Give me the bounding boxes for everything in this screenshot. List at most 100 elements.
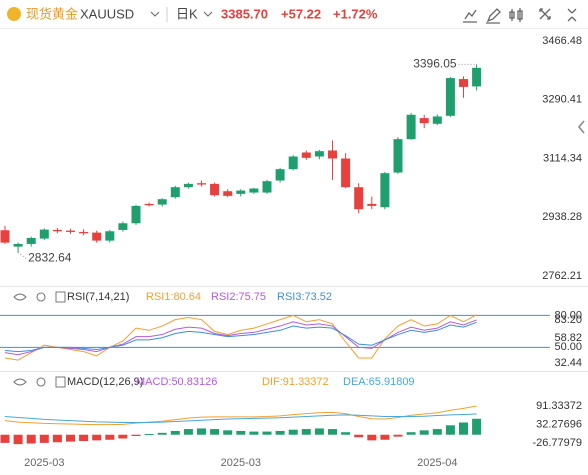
histogram-bar (288, 429, 298, 435)
candle-body (39, 229, 49, 239)
histogram-bar (183, 429, 193, 435)
draw-button[interactable] (486, 8, 501, 24)
histogram-bar (367, 434, 377, 441)
candle-body (13, 243, 23, 247)
settings-icon[interactable] (36, 377, 46, 387)
histogram-bar (472, 418, 482, 435)
histogram-bar (406, 432, 416, 435)
y-tick-label: 83.20 (554, 314, 582, 326)
histogram-bar (262, 431, 272, 435)
candle-body (314, 151, 324, 157)
candle-body (367, 203, 377, 206)
candle-body (393, 139, 403, 173)
settings-icon[interactable] (36, 292, 46, 302)
histogram-bar (210, 429, 220, 435)
candle-body (66, 230, 75, 232)
candle-body (236, 190, 246, 194)
y-tick-label: -26.77979 (532, 437, 582, 449)
settings-button[interactable] (567, 8, 577, 22)
candle-body (406, 114, 416, 140)
histogram-bar (223, 430, 233, 435)
histogram-bar (105, 434, 115, 440)
histogram-bar (341, 432, 351, 435)
y-tick-label: 2938.28 (542, 211, 582, 223)
period[interactable]: 日K (176, 6, 198, 21)
histogram-bar (393, 434, 403, 437)
histogram-bar (157, 432, 167, 435)
legend-entry: MACD:50.83126 (136, 376, 217, 388)
candle-body (118, 223, 128, 230)
candle-body (380, 173, 390, 208)
histogram-bar (249, 431, 259, 435)
histogram-bar (52, 434, 62, 443)
macd-title: MACD(12,26,9) (67, 376, 143, 388)
reference-label: 50.00 (554, 341, 582, 353)
y-tick-label: 3290.41 (542, 94, 582, 106)
histogram-bar (432, 429, 442, 435)
indicator-line (4, 319, 477, 356)
legend-entry: RSI3:73.52 (277, 291, 332, 303)
candle-body (328, 150, 337, 159)
candle-body (105, 231, 115, 241)
x-tick-label: 2025-03 (24, 457, 64, 469)
candle-body (92, 232, 102, 241)
histogram-bar (419, 430, 429, 435)
candle-body (131, 205, 141, 224)
x-tick-label: 2025-04 (417, 457, 457, 469)
histogram-bar (66, 434, 75, 442)
visibility-icon[interactable] (13, 293, 27, 301)
candle-body (197, 183, 206, 185)
collapse-arrow[interactable] (578, 120, 585, 134)
candle-body (472, 67, 482, 87)
candle-body (26, 237, 36, 244)
rsi-title: RSI(7,14,21) (67, 291, 129, 303)
candle-body (275, 169, 285, 181)
indicator-line (4, 405, 477, 426)
histogram-bar (144, 434, 154, 436)
candle-type-button[interactable] (509, 8, 523, 22)
histogram-bar (79, 434, 89, 442)
indicator-button[interactable] (463, 9, 477, 23)
histogram-bar (445, 425, 455, 435)
candle-body (157, 199, 167, 205)
candle-body (288, 156, 298, 170)
candle-body (144, 203, 154, 206)
histogram-bar (328, 429, 337, 435)
fullscreen-button[interactable] (539, 8, 551, 20)
histogram-bar (26, 434, 36, 444)
legend-entry: DIF:91.33372 (262, 376, 329, 388)
candle-body (445, 78, 455, 116)
candle-body (262, 181, 272, 193)
last-price: 3385.70 (221, 6, 268, 21)
candle-body (79, 231, 89, 234)
y-tick-label: 58.82 (554, 332, 582, 344)
annotation-leader (17, 252, 27, 259)
legend-entry: DEA:65.91809 (343, 376, 415, 388)
indicator-line (4, 413, 477, 423)
y-tick-label: 91.33372 (536, 400, 582, 412)
candle-body (170, 187, 180, 198)
instrument-name[interactable]: 现货黄金 (26, 6, 78, 21)
histogram-bar (170, 430, 180, 435)
histogram-bar (354, 434, 364, 438)
candle-body (223, 191, 233, 196)
histogram-bar (13, 434, 23, 445)
histogram-bar (92, 434, 102, 441)
indicator-icon (55, 291, 66, 303)
y-tick-label: 32.44 (554, 357, 582, 369)
dropdown-caret[interactable] (150, 11, 160, 17)
visibility-icon[interactable] (13, 378, 27, 386)
candle-body (432, 116, 442, 124)
dropdown-caret[interactable] (203, 11, 213, 17)
candle-body (419, 118, 429, 124)
candle-body (459, 79, 468, 87)
candle-body (210, 183, 220, 196)
histogram-bar (314, 428, 324, 435)
histogram-bar (275, 430, 285, 435)
y-tick-label: 2762.21 (542, 270, 582, 282)
indicator-icon (55, 376, 66, 388)
symbol[interactable]: XAUUSD (80, 6, 134, 21)
histogram-bar (0, 434, 10, 443)
candle-body (183, 183, 193, 188)
